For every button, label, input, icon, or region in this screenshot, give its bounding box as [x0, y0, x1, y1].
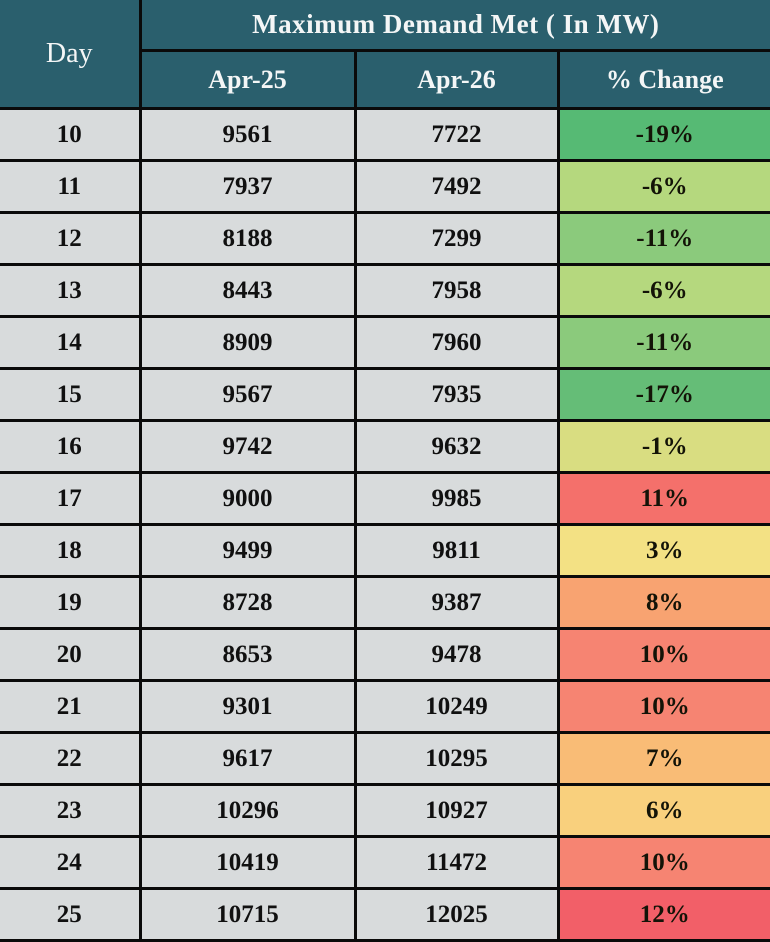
- day-cell: 21: [0, 679, 142, 734]
- apr25-cell: 9742: [138, 419, 357, 474]
- table-row: 23 10296 10927 6%: [0, 783, 770, 838]
- change-cell: 3%: [556, 523, 770, 578]
- apr26-cell: 9632: [353, 419, 560, 474]
- header-row-sub: Apr-25 Apr-26 % Change: [0, 49, 770, 110]
- apr26-cell: 7299: [353, 211, 560, 266]
- day-cell: 14: [0, 315, 142, 370]
- day-cell: 25: [0, 887, 142, 942]
- table-row: 20 8653 9478 10%: [0, 627, 770, 682]
- apr26-cell: 7492: [353, 159, 560, 214]
- table-row: 22 9617 10295 7%: [0, 731, 770, 786]
- day-cell: 20: [0, 627, 142, 682]
- day-cell: 22: [0, 731, 142, 786]
- table-row: 13 8443 7958 -6%: [0, 263, 770, 318]
- apr25-cell: 8728: [138, 575, 357, 630]
- apr26-cell: 12025: [353, 887, 560, 942]
- day-cell: 11: [0, 159, 142, 214]
- day-cell: 19: [0, 575, 142, 630]
- change-cell: 7%: [556, 731, 770, 786]
- apr25-cell: 9561: [138, 107, 357, 162]
- day-cell: 17: [0, 471, 142, 526]
- day-cell: 15: [0, 367, 142, 422]
- day-cell: 13: [0, 263, 142, 318]
- apr25-cell: 9499: [138, 523, 357, 578]
- day-cell: 12: [0, 211, 142, 266]
- apr25-cell: 8188: [138, 211, 357, 266]
- column-header-day: Day: [0, 0, 142, 110]
- table-row: 17 9000 9985 11%: [0, 471, 770, 526]
- column-header-apr25: Apr-25: [140, 49, 357, 110]
- apr26-cell: 10249: [353, 679, 560, 734]
- day-cell: 18: [0, 523, 142, 578]
- change-cell: -17%: [556, 367, 770, 422]
- apr26-cell: 11472: [353, 835, 560, 890]
- change-cell: 12%: [556, 887, 770, 942]
- apr26-cell: 7722: [353, 107, 560, 162]
- table-row: 15 9567 7935 -17%: [0, 367, 770, 422]
- change-cell: 6%: [556, 783, 770, 838]
- apr26-cell: 9985: [353, 471, 560, 526]
- table-row: 25 10715 12025 12%: [0, 887, 770, 942]
- apr26-cell: 9478: [353, 627, 560, 682]
- apr25-cell: 10419: [138, 835, 357, 890]
- column-header-change: % Change: [556, 49, 770, 110]
- table-header: Day Maximum Demand Met ( In MW) Apr-25 A…: [0, 0, 770, 110]
- table-row: 21 9301 10249 10%: [0, 679, 770, 734]
- apr26-cell: 9387: [353, 575, 560, 630]
- table-row: 11 7937 7492 -6%: [0, 159, 770, 214]
- apr25-cell: 8909: [138, 315, 357, 370]
- change-cell: -6%: [556, 159, 770, 214]
- apr25-cell: 8653: [138, 627, 357, 682]
- day-cell: 23: [0, 783, 142, 838]
- table-row: 19 8728 9387 8%: [0, 575, 770, 630]
- apr25-cell: 7937: [138, 159, 357, 214]
- table-row: 16 9742 9632 -1%: [0, 419, 770, 474]
- day-cell: 16: [0, 419, 142, 474]
- day-cell: 24: [0, 835, 142, 890]
- column-header-apr26: Apr-26: [353, 49, 560, 110]
- table-row: 12 8188 7299 -11%: [0, 211, 770, 266]
- apr25-cell: 9617: [138, 731, 357, 786]
- change-cell: -1%: [556, 419, 770, 474]
- apr25-cell: 9567: [138, 367, 357, 422]
- change-cell: -11%: [556, 211, 770, 266]
- apr26-cell: 10927: [353, 783, 560, 838]
- header-row-group: Day Maximum Demand Met ( In MW): [0, 0, 770, 110]
- apr26-cell: 9811: [353, 523, 560, 578]
- day-cell: 10: [0, 107, 142, 162]
- apr25-cell: 9000: [138, 471, 357, 526]
- apr25-cell: 10715: [138, 887, 357, 942]
- change-cell: -19%: [556, 107, 770, 162]
- apr26-cell: 7960: [353, 315, 560, 370]
- table-row: 14 8909 7960 -11%: [0, 315, 770, 370]
- table-row: 18 9499 9811 3%: [0, 523, 770, 578]
- column-header-group: Maximum Demand Met ( In MW): [138, 0, 770, 52]
- change-cell: 11%: [556, 471, 770, 526]
- apr25-cell: 10296: [138, 783, 357, 838]
- change-cell: -11%: [556, 315, 770, 370]
- apr25-cell: 9301: [138, 679, 357, 734]
- change-cell: 10%: [556, 679, 770, 734]
- table-body: 10 9561 7722 -19% 11 7937 7492 -6% 12 81…: [0, 107, 770, 942]
- change-cell: 10%: [556, 627, 770, 682]
- apr26-cell: 7935: [353, 367, 560, 422]
- apr25-cell: 8443: [138, 263, 357, 318]
- apr26-cell: 10295: [353, 731, 560, 786]
- change-cell: 8%: [556, 575, 770, 630]
- table-row: 10 9561 7722 -19%: [0, 107, 770, 162]
- apr26-cell: 7958: [353, 263, 560, 318]
- change-cell: 10%: [556, 835, 770, 890]
- change-cell: -6%: [556, 263, 770, 318]
- table-row: 24 10419 11472 10%: [0, 835, 770, 890]
